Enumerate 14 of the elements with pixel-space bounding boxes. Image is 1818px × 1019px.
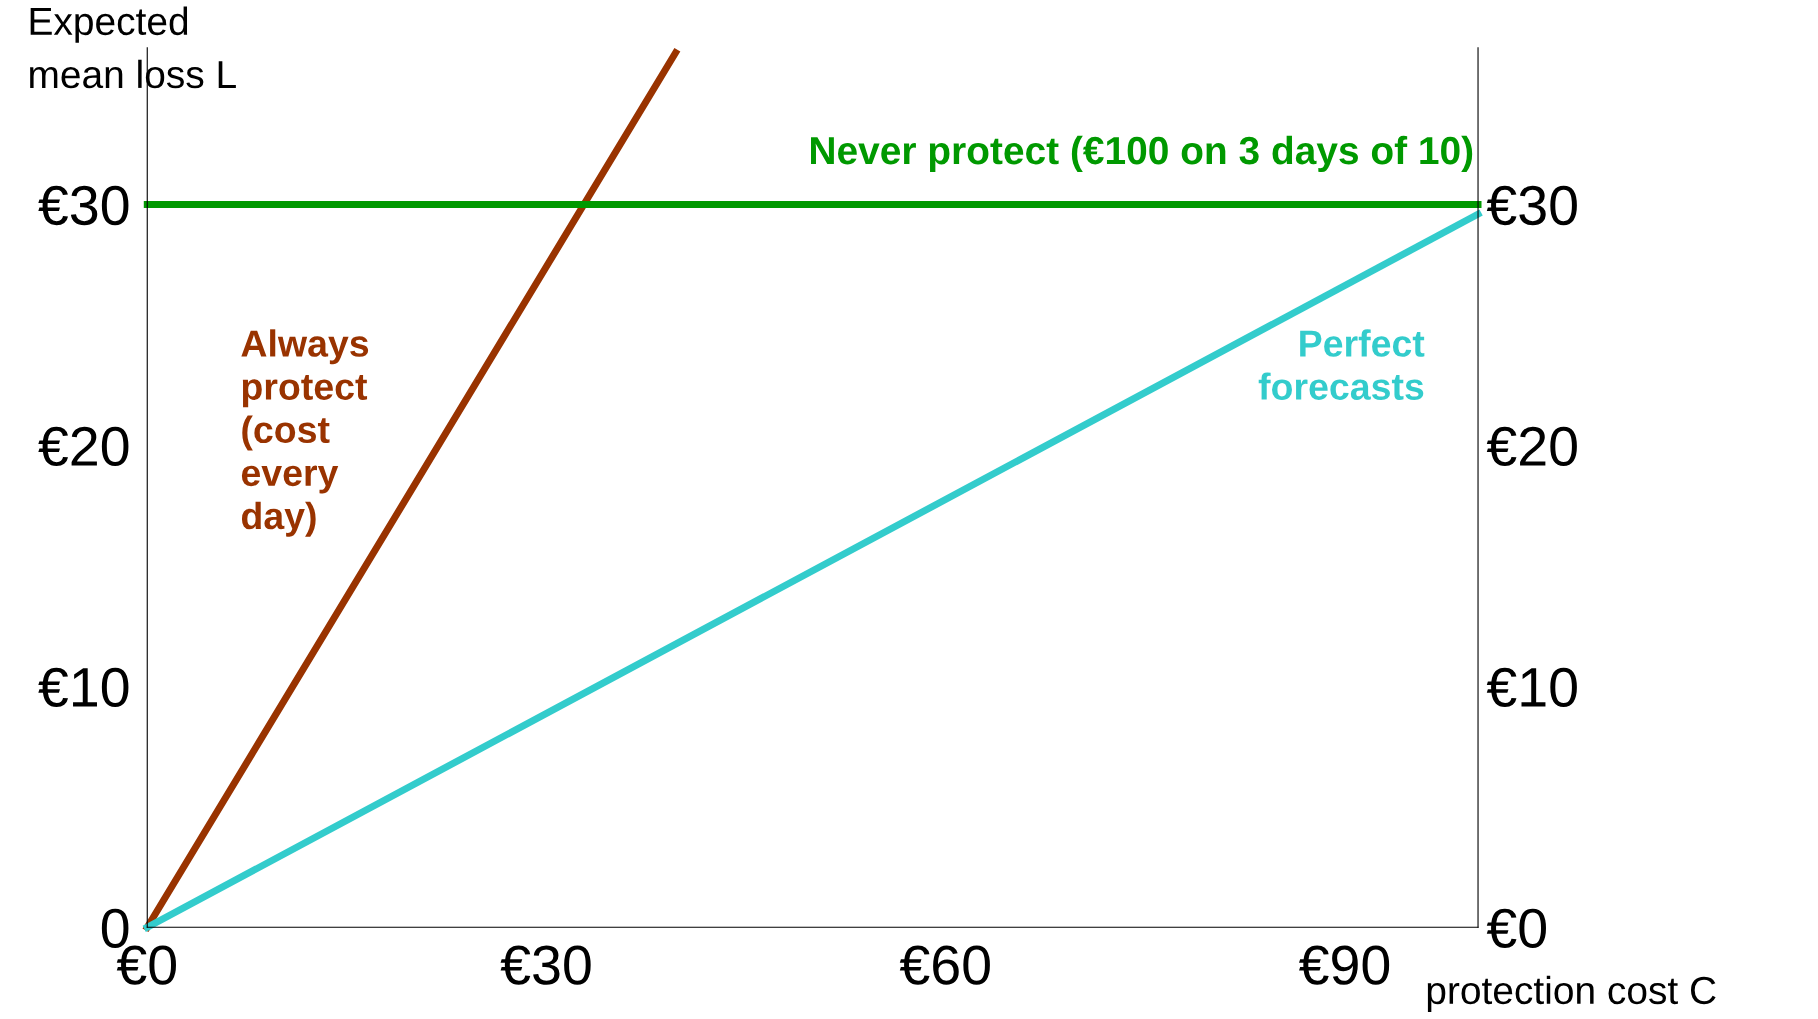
y-tick-label: €10 <box>38 667 129 708</box>
x-tick-label: €30 <box>500 945 591 985</box>
y2-tick-label: €20 <box>1486 426 1577 467</box>
y-tick-label: €30 <box>38 185 129 226</box>
x-tick-label: €90 <box>1299 945 1390 985</box>
series-label: Never protect (€100 on 3 days of 10) <box>811 135 1473 173</box>
x-axis-title: protection cost C <box>1427 975 1716 1012</box>
series-label: Perfect forecasts <box>1258 329 1425 400</box>
y2-tick-label: €10 <box>1486 667 1577 708</box>
series-label: Always protect (cost every day) <box>241 329 369 537</box>
x-tick-label: €60 <box>899 945 990 985</box>
y-tick-label: €20 <box>38 426 129 467</box>
y2-tick-label: €0 <box>1486 908 1546 948</box>
y2-tick-label: €30 <box>1486 185 1577 226</box>
